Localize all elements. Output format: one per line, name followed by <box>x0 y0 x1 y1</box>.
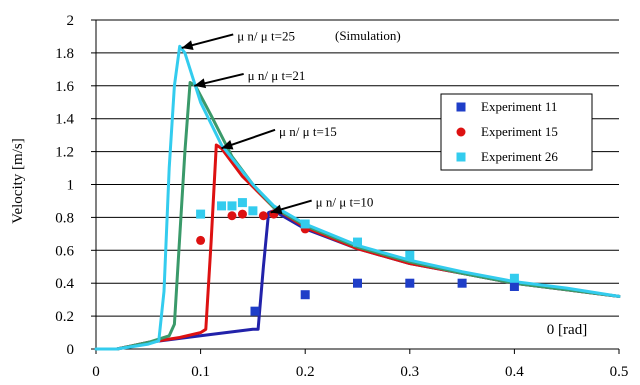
legend-box <box>440 93 593 171</box>
x-tick-label: 0 <box>92 364 100 380</box>
experiment-marker-0 <box>509 281 519 291</box>
experiment-marker-1 <box>196 235 206 245</box>
x-tick-label: 0.1 <box>191 364 210 380</box>
annotation-arrowhead <box>194 78 207 89</box>
annotation-label: μ n/ μ t=10 <box>316 195 374 210</box>
legend-label-0: Experiment 11 <box>481 99 557 114</box>
y-tick-label: 1.2 <box>55 145 74 161</box>
x-tick-label: 0.2 <box>296 364 315 380</box>
y-tick-label: 1.4 <box>55 112 74 128</box>
experiment-marker-0 <box>457 278 467 288</box>
y-tick-label: 1.6 <box>55 79 74 95</box>
annotation-arrowhead <box>181 40 194 51</box>
y-tick-label: 0 <box>67 342 75 358</box>
annotation-label: μ n/ μ t=21 <box>248 68 306 83</box>
annotation-arrowhead <box>270 204 283 215</box>
x-axis-annotation: 0 [rad] <box>547 322 587 338</box>
y-axis-label: Velocity [m/s] <box>10 138 26 223</box>
experiment-marker-0 <box>353 278 362 288</box>
y-tick-label: 1.8 <box>55 46 74 62</box>
y-tick-label: 1 <box>67 178 75 194</box>
legend-marker-0 <box>456 102 466 112</box>
experiment-marker-1 <box>258 211 268 221</box>
simulation-line-3 <box>94 44 621 351</box>
experiment-marker-2 <box>227 201 237 211</box>
experiment-marker-2 <box>248 206 258 216</box>
line-annotations: μ n/ μ t=10 μ n/ μ t=15 μ n/ μ t=21 μ n/ μ … <box>181 28 374 215</box>
y-tick-labels: 0 0.2 0.4 0.6 0.8 1 1.2 1.4 1.6 1.8 2 <box>55 13 74 358</box>
experiment-marker-2 <box>300 219 310 229</box>
y-tick-label: 0.2 <box>55 309 74 325</box>
x-tick-label: 0.3 <box>400 364 419 380</box>
y-tick-label: 0.4 <box>55 276 74 292</box>
x-tick-label: 0.4 <box>505 364 524 380</box>
experiment-marker-0 <box>300 290 310 300</box>
experiment-markers <box>196 198 519 316</box>
y-tick-label: 0.6 <box>55 243 74 259</box>
simulation-note: (Simulation) <box>335 28 401 43</box>
annotation-label: μ n/ μ t=15 <box>279 124 337 139</box>
x-tick-label: 0.5 <box>610 364 629 380</box>
experiment-marker-1 <box>227 211 237 221</box>
y-tick-label: 0.8 <box>55 210 74 226</box>
annotation-label: μ n/ μ t=25 <box>237 28 295 43</box>
legend-label-2: Experiment 26 <box>481 149 558 164</box>
experiment-marker-2 <box>217 201 227 211</box>
experiment-marker-2 <box>405 250 415 260</box>
experiment-marker-2 <box>353 237 362 247</box>
experiment-marker-0 <box>250 306 260 316</box>
experiment-marker-1 <box>237 209 247 219</box>
legend: Experiment 11 Experiment 15 Experiment 26 <box>440 93 593 171</box>
experiment-marker-2 <box>196 209 206 219</box>
legend-label-1: Experiment 15 <box>481 124 558 139</box>
annotation-arrowhead <box>221 140 234 150</box>
experiment-marker-0 <box>405 278 415 288</box>
gridlines <box>96 19 619 317</box>
legend-marker-1 <box>456 127 466 137</box>
axes <box>91 19 620 354</box>
experiment-marker-2 <box>237 198 247 208</box>
x-tick-labels: 0 0.1 0.2 0.3 0.4 0.5 <box>92 364 628 380</box>
legend-marker-2 <box>456 152 466 162</box>
experiment-marker-2 <box>509 273 519 283</box>
y-tick-label: 2 <box>67 13 75 29</box>
